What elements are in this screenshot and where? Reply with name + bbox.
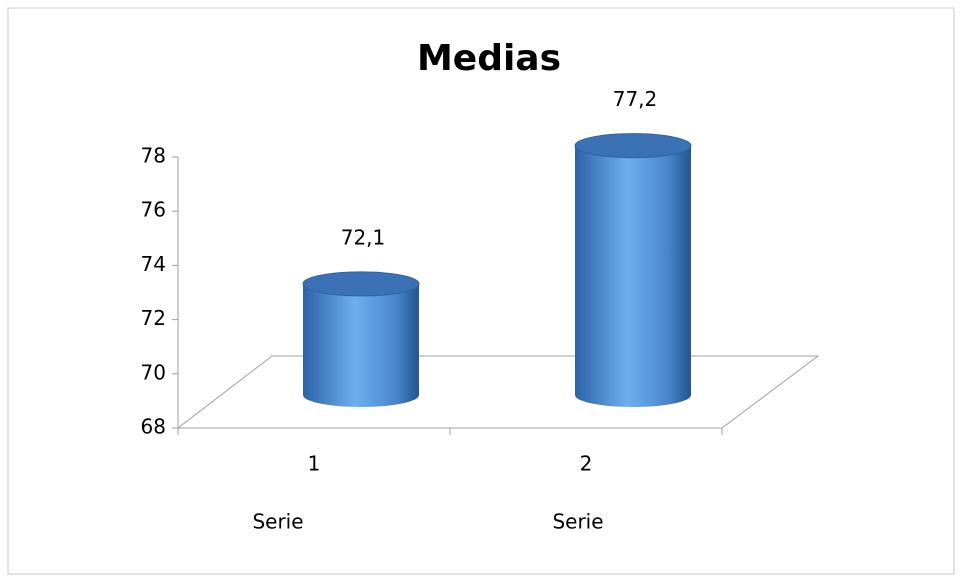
y-tick-label: 68 [141, 415, 166, 439]
bar [303, 283, 419, 407]
chart-border [7, 7, 955, 575]
value-label: 77,2 [613, 87, 658, 111]
y-tick-label: 74 [141, 252, 166, 276]
x-tick-label: 1 [308, 452, 321, 476]
bar [575, 145, 691, 407]
y-tick-label: 72 [141, 306, 166, 330]
chart-title: Medias [417, 38, 561, 79]
floor [176, 355, 820, 429]
y-tick-label: 76 [141, 198, 166, 222]
category-label: Serie [252, 510, 303, 534]
x-tick-label: 2 [580, 452, 593, 476]
value-label: 72,1 [341, 225, 386, 249]
bar-top [302, 271, 420, 297]
y-tick-label: 78 [141, 144, 166, 168]
category-label: Serie [552, 510, 603, 534]
y-tick-label: 70 [141, 360, 166, 384]
bar-top [574, 133, 692, 159]
